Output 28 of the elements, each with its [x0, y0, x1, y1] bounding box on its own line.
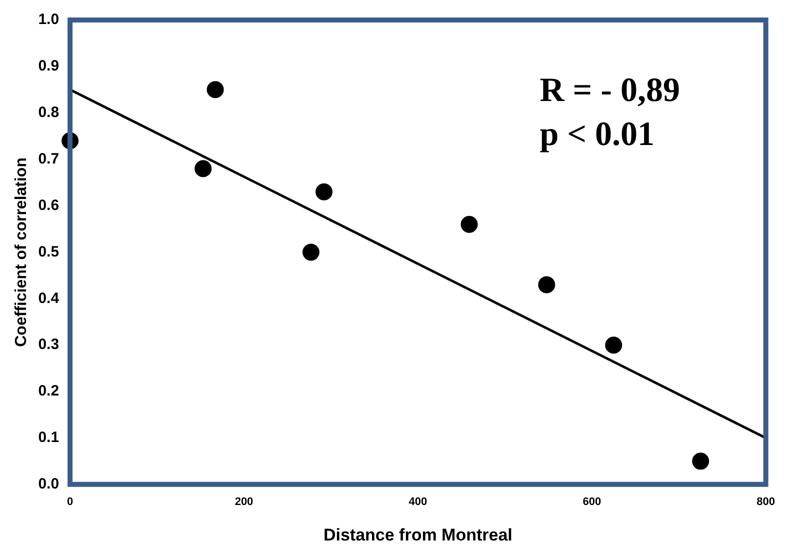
y-axis-title: Coefficient of correlation	[13, 158, 30, 347]
y-tick-label: 0.9	[38, 58, 60, 75]
y-tick-label: 0.2	[38, 382, 60, 400]
point	[316, 183, 333, 200]
point	[692, 452, 710, 470]
point	[194, 160, 212, 178]
y-tick-label: 1.0	[38, 11, 60, 28]
x-tick-label: 600	[582, 496, 602, 508]
y-tick-label: 0.1	[38, 429, 60, 446]
x-tick-label: 400	[408, 496, 428, 508]
x-tick-label: 800	[756, 496, 776, 508]
point	[538, 276, 556, 294]
annotation: p < 0.01	[540, 116, 654, 153]
x-axis-title: Distance from Montreal	[323, 525, 512, 544]
y-tick-label: 0.6	[38, 196, 60, 214]
annotation: R = - 0,89	[540, 72, 680, 109]
y-tick-label: 0.7	[38, 150, 60, 168]
point	[460, 216, 478, 233]
y-tick-label: 0.8	[38, 104, 60, 122]
x-tick-label: 0	[66, 496, 74, 508]
point	[206, 81, 224, 98]
y-tick-label: 0.5	[38, 243, 60, 260]
x-tick-label: 200	[234, 496, 254, 508]
y-tick-label: 0.3	[38, 336, 60, 354]
point	[605, 336, 622, 354]
point	[302, 244, 320, 261]
y-tick-label: 0.4	[38, 290, 60, 307]
y-tick-label: 0.0	[38, 476, 60, 493]
